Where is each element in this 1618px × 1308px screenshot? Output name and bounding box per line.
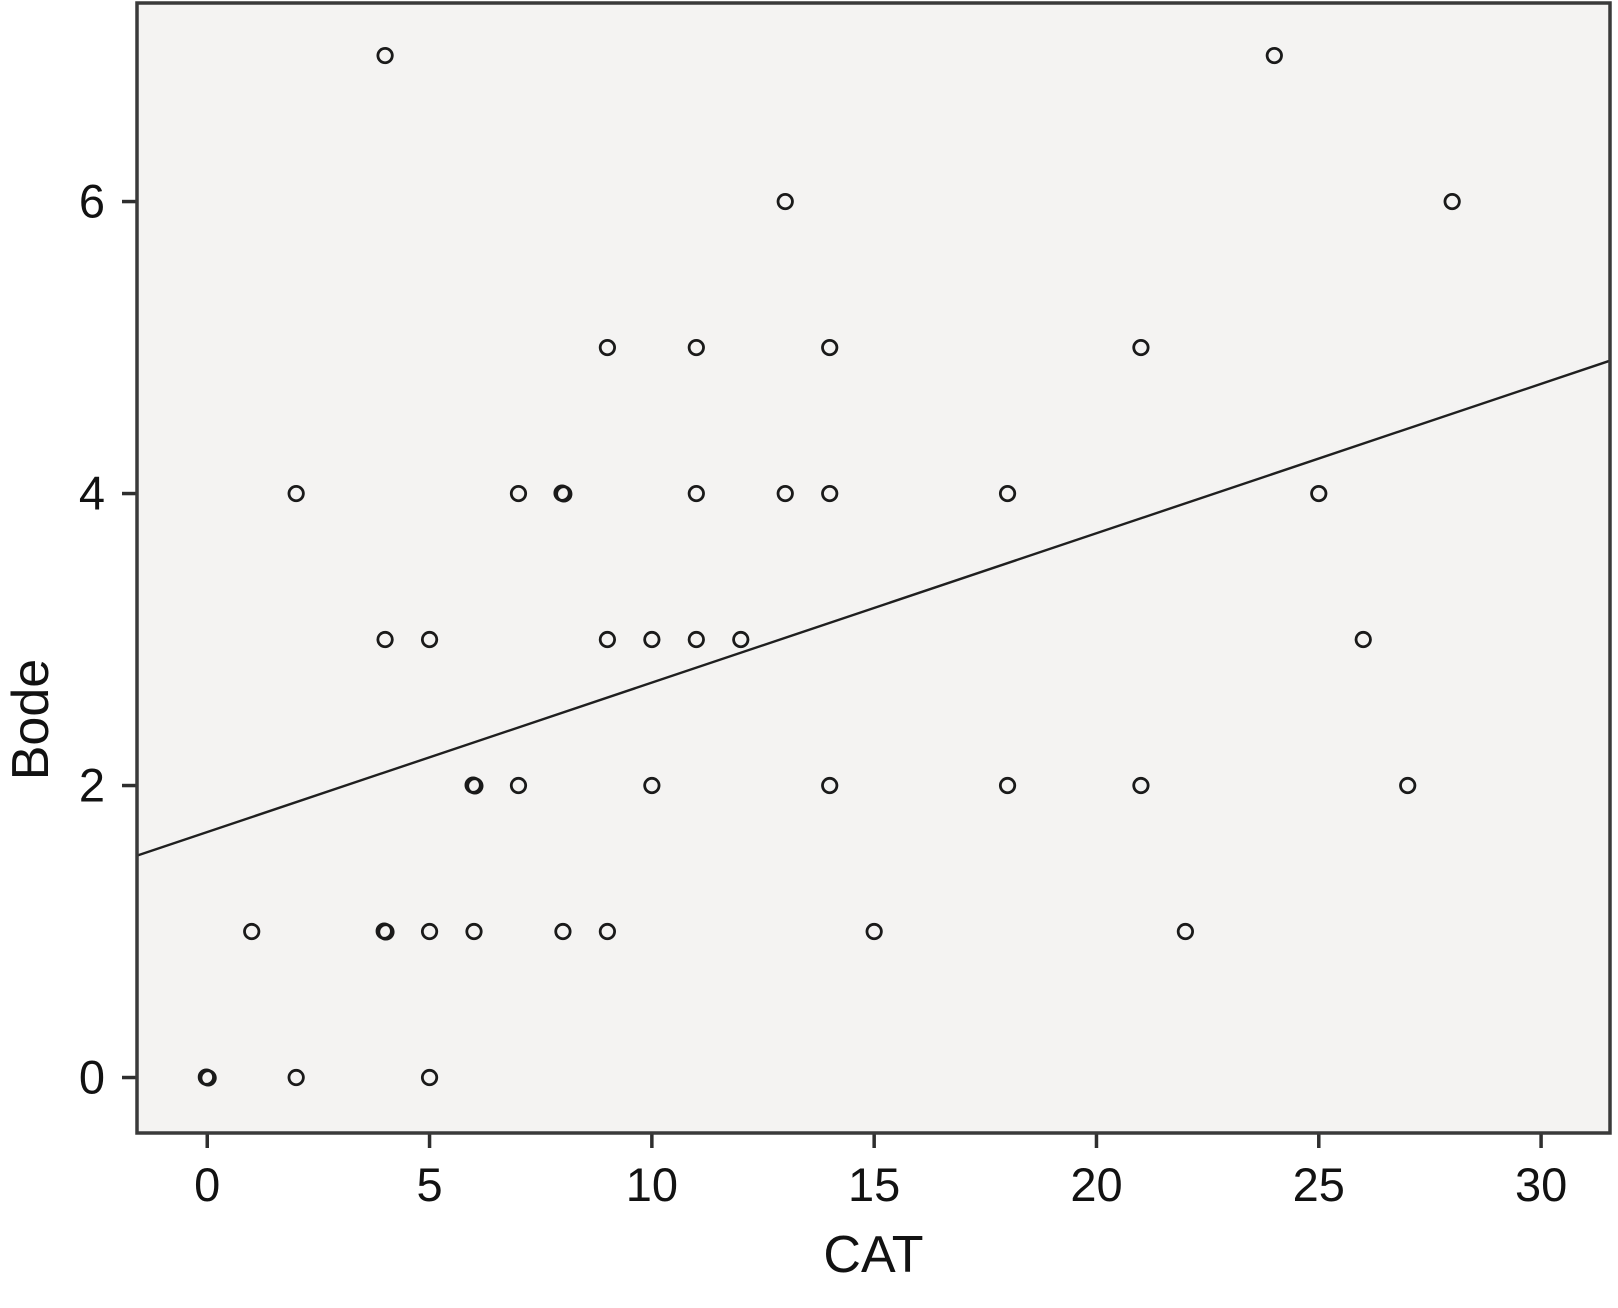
data-point	[509, 484, 528, 503]
data-point	[1132, 776, 1150, 795]
data-point	[687, 338, 705, 357]
chart-content: 0 5 10 15 20 25 30 0 2 4 6	[79, 46, 1611, 1211]
data-point	[465, 922, 483, 941]
regression-line	[136, 359, 1611, 857]
data-point	[509, 776, 528, 795]
data-point	[1265, 46, 1283, 65]
y-tick-label: 0	[79, 1051, 105, 1104]
data-point	[287, 484, 305, 503]
data-point	[243, 922, 261, 941]
data-point	[687, 484, 705, 503]
data-point	[998, 776, 1017, 795]
data-point	[1310, 484, 1328, 503]
data-point	[376, 630, 394, 649]
data-point	[199, 1069, 217, 1087]
data-point	[821, 338, 839, 357]
data-point	[865, 922, 883, 941]
data-point	[376, 46, 394, 65]
data-point	[776, 484, 794, 503]
data-point	[598, 922, 616, 941]
data-point	[998, 484, 1017, 503]
data-point	[821, 776, 839, 795]
x-tick-label: 0	[194, 1158, 220, 1211]
data-point	[1176, 922, 1194, 941]
plot-border	[135, 1, 1612, 1135]
x-tick-label: 25	[1293, 1158, 1345, 1211]
data-point	[1443, 192, 1461, 211]
data-point	[420, 1068, 439, 1087]
x-tick-label: 5	[416, 1158, 442, 1211]
data-point	[776, 192, 794, 211]
data-point	[420, 630, 439, 649]
data-point	[598, 630, 616, 649]
data-point	[287, 1068, 305, 1087]
data-point	[420, 922, 439, 941]
y-tick-label: 4	[79, 467, 105, 520]
x-tick-label: 10	[626, 1158, 678, 1211]
y-tick-label: 6	[79, 175, 105, 228]
data-point	[687, 630, 705, 649]
data-point	[377, 923, 395, 941]
data-point	[821, 484, 839, 503]
data-point	[1132, 338, 1150, 357]
data-point	[598, 338, 616, 357]
x-tick-label: 15	[848, 1158, 900, 1211]
data-point	[554, 922, 572, 941]
y-tick-label: 2	[79, 759, 105, 812]
data-point	[555, 485, 573, 503]
data-point	[1399, 776, 1417, 795]
x-tick-label: 20	[1070, 1158, 1122, 1211]
data-point	[466, 777, 484, 795]
x-axis-title: CAT	[823, 1226, 923, 1284]
x-tick-label: 30	[1515, 1158, 1567, 1211]
data-point	[1354, 630, 1372, 649]
data-point	[643, 776, 661, 795]
plot-area	[137, 3, 1610, 1133]
data-point	[643, 630, 661, 649]
data-point	[732, 630, 750, 649]
y-axis-title: Bode	[2, 659, 60, 780]
